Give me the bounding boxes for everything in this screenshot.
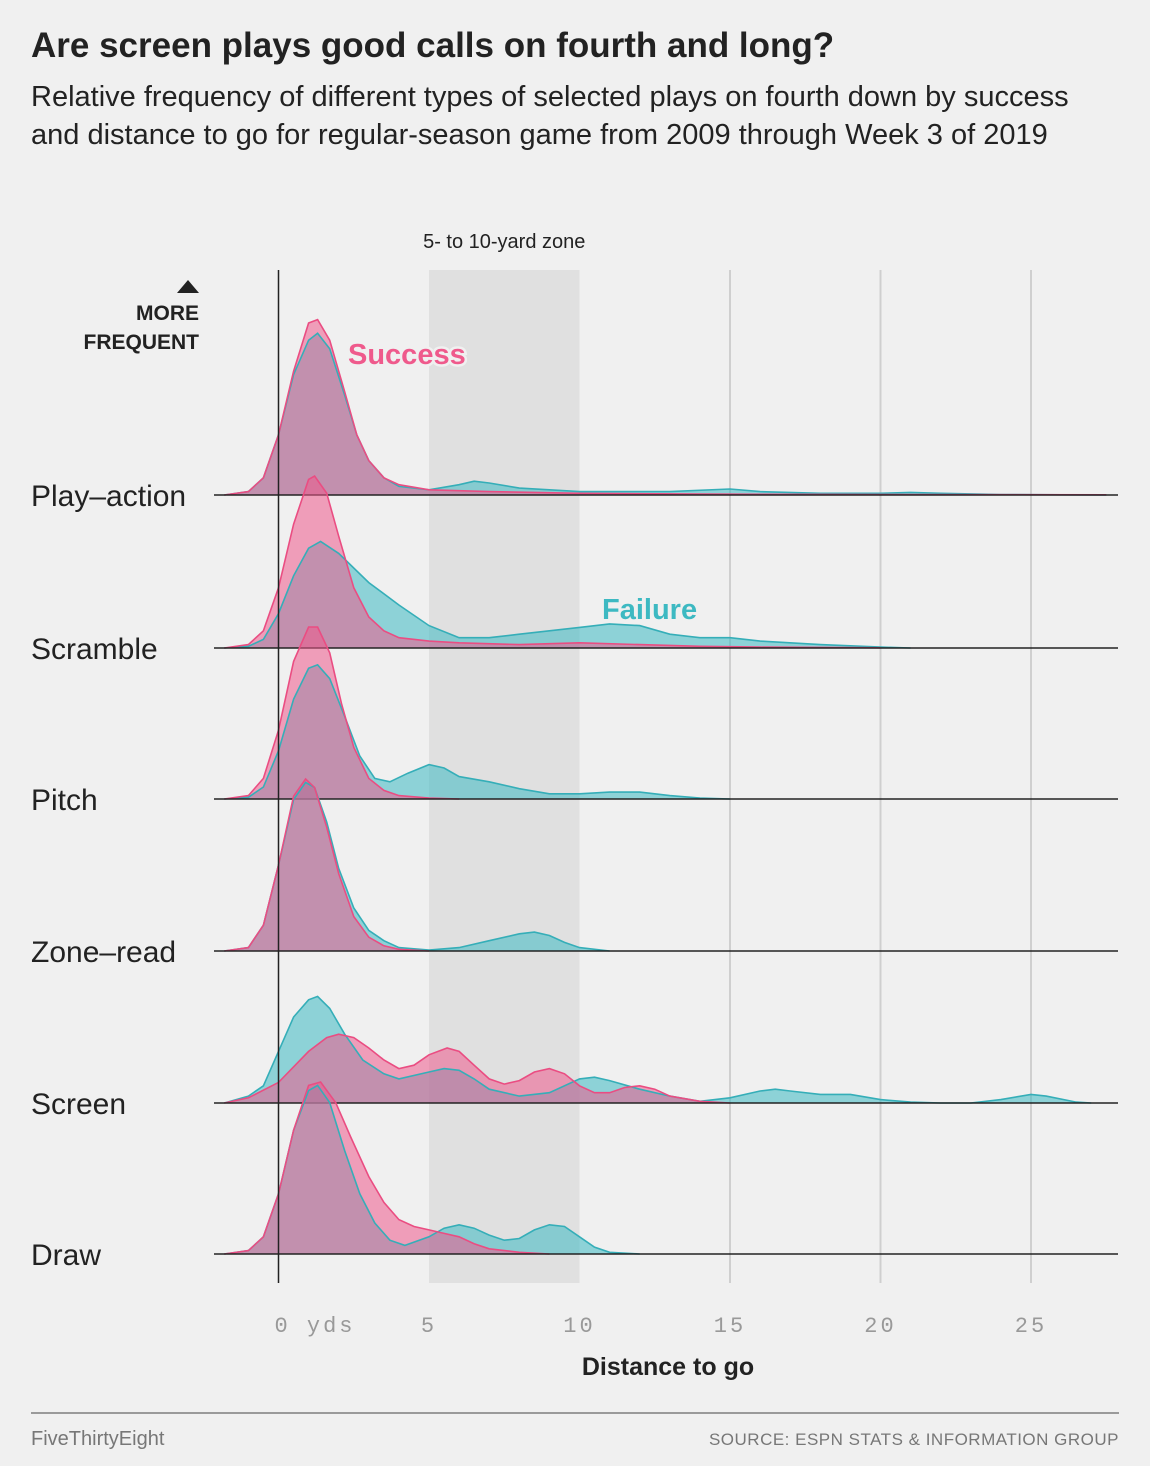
success-line — [224, 1081, 550, 1255]
failure-line — [224, 540, 911, 649]
x-axis-label: Distance to go — [582, 1353, 754, 1381]
x-tick-label: 0 yds — [275, 1314, 356, 1339]
more-frequent-label-line1: MORE — [136, 302, 199, 325]
chart-title: Are screen plays good calls on fourth an… — [31, 26, 835, 65]
success-line — [224, 626, 460, 800]
failure-line — [224, 332, 1107, 496]
x-tick-label: 10 — [563, 1314, 595, 1339]
failure-area — [224, 541, 911, 648]
density-rows — [214, 318, 1118, 1255]
labels-layer: 5- to 10-yard zone Play–action Scramble Pit… — [31, 231, 1047, 1381]
row-label: Screen — [31, 1088, 126, 1121]
x-tick-label: 25 — [1015, 1314, 1047, 1339]
x-tick-label: 20 — [864, 1314, 896, 1339]
more-frequent-label-line2: FREQUENT — [84, 331, 200, 354]
success-line — [224, 1033, 731, 1104]
success-area — [224, 1082, 550, 1254]
ridge-row — [214, 777, 1118, 952]
success-area — [224, 627, 460, 799]
row-label: Pitch — [31, 784, 98, 817]
x-tick-label: 5 — [421, 1314, 437, 1339]
footer-brand: FiveThirtyEight — [31, 1428, 165, 1450]
grid-layer — [729, 270, 1032, 1283]
row-label: Draw — [31, 1239, 101, 1272]
ridge-row — [214, 626, 1118, 800]
failure-line — [224, 663, 731, 800]
ridge-row — [214, 474, 1118, 649]
footer-source: SOURCE: ESPN STATS & INFORMATION GROUP — [708, 1430, 1119, 1449]
ridge-row — [214, 995, 1118, 1104]
success-line — [224, 474, 881, 649]
up-arrow-icon — [177, 280, 199, 293]
failure-label: Failure — [602, 594, 697, 626]
row-label: Play–action — [31, 480, 186, 513]
success-label: Success — [348, 339, 466, 371]
success-area — [224, 779, 429, 951]
zone-label: 5- to 10-yard zone — [423, 231, 585, 253]
x-tick-label: 15 — [714, 1314, 746, 1339]
footer-rule — [31, 1412, 1119, 1414]
row-label: Zone–read — [31, 936, 176, 969]
ridge-row — [214, 1081, 1118, 1255]
success-area — [224, 476, 881, 648]
chart-subtitle: Relative frequency of different types of… — [31, 81, 1069, 151]
row-label: Scramble — [31, 633, 158, 666]
success-line — [224, 777, 430, 952]
